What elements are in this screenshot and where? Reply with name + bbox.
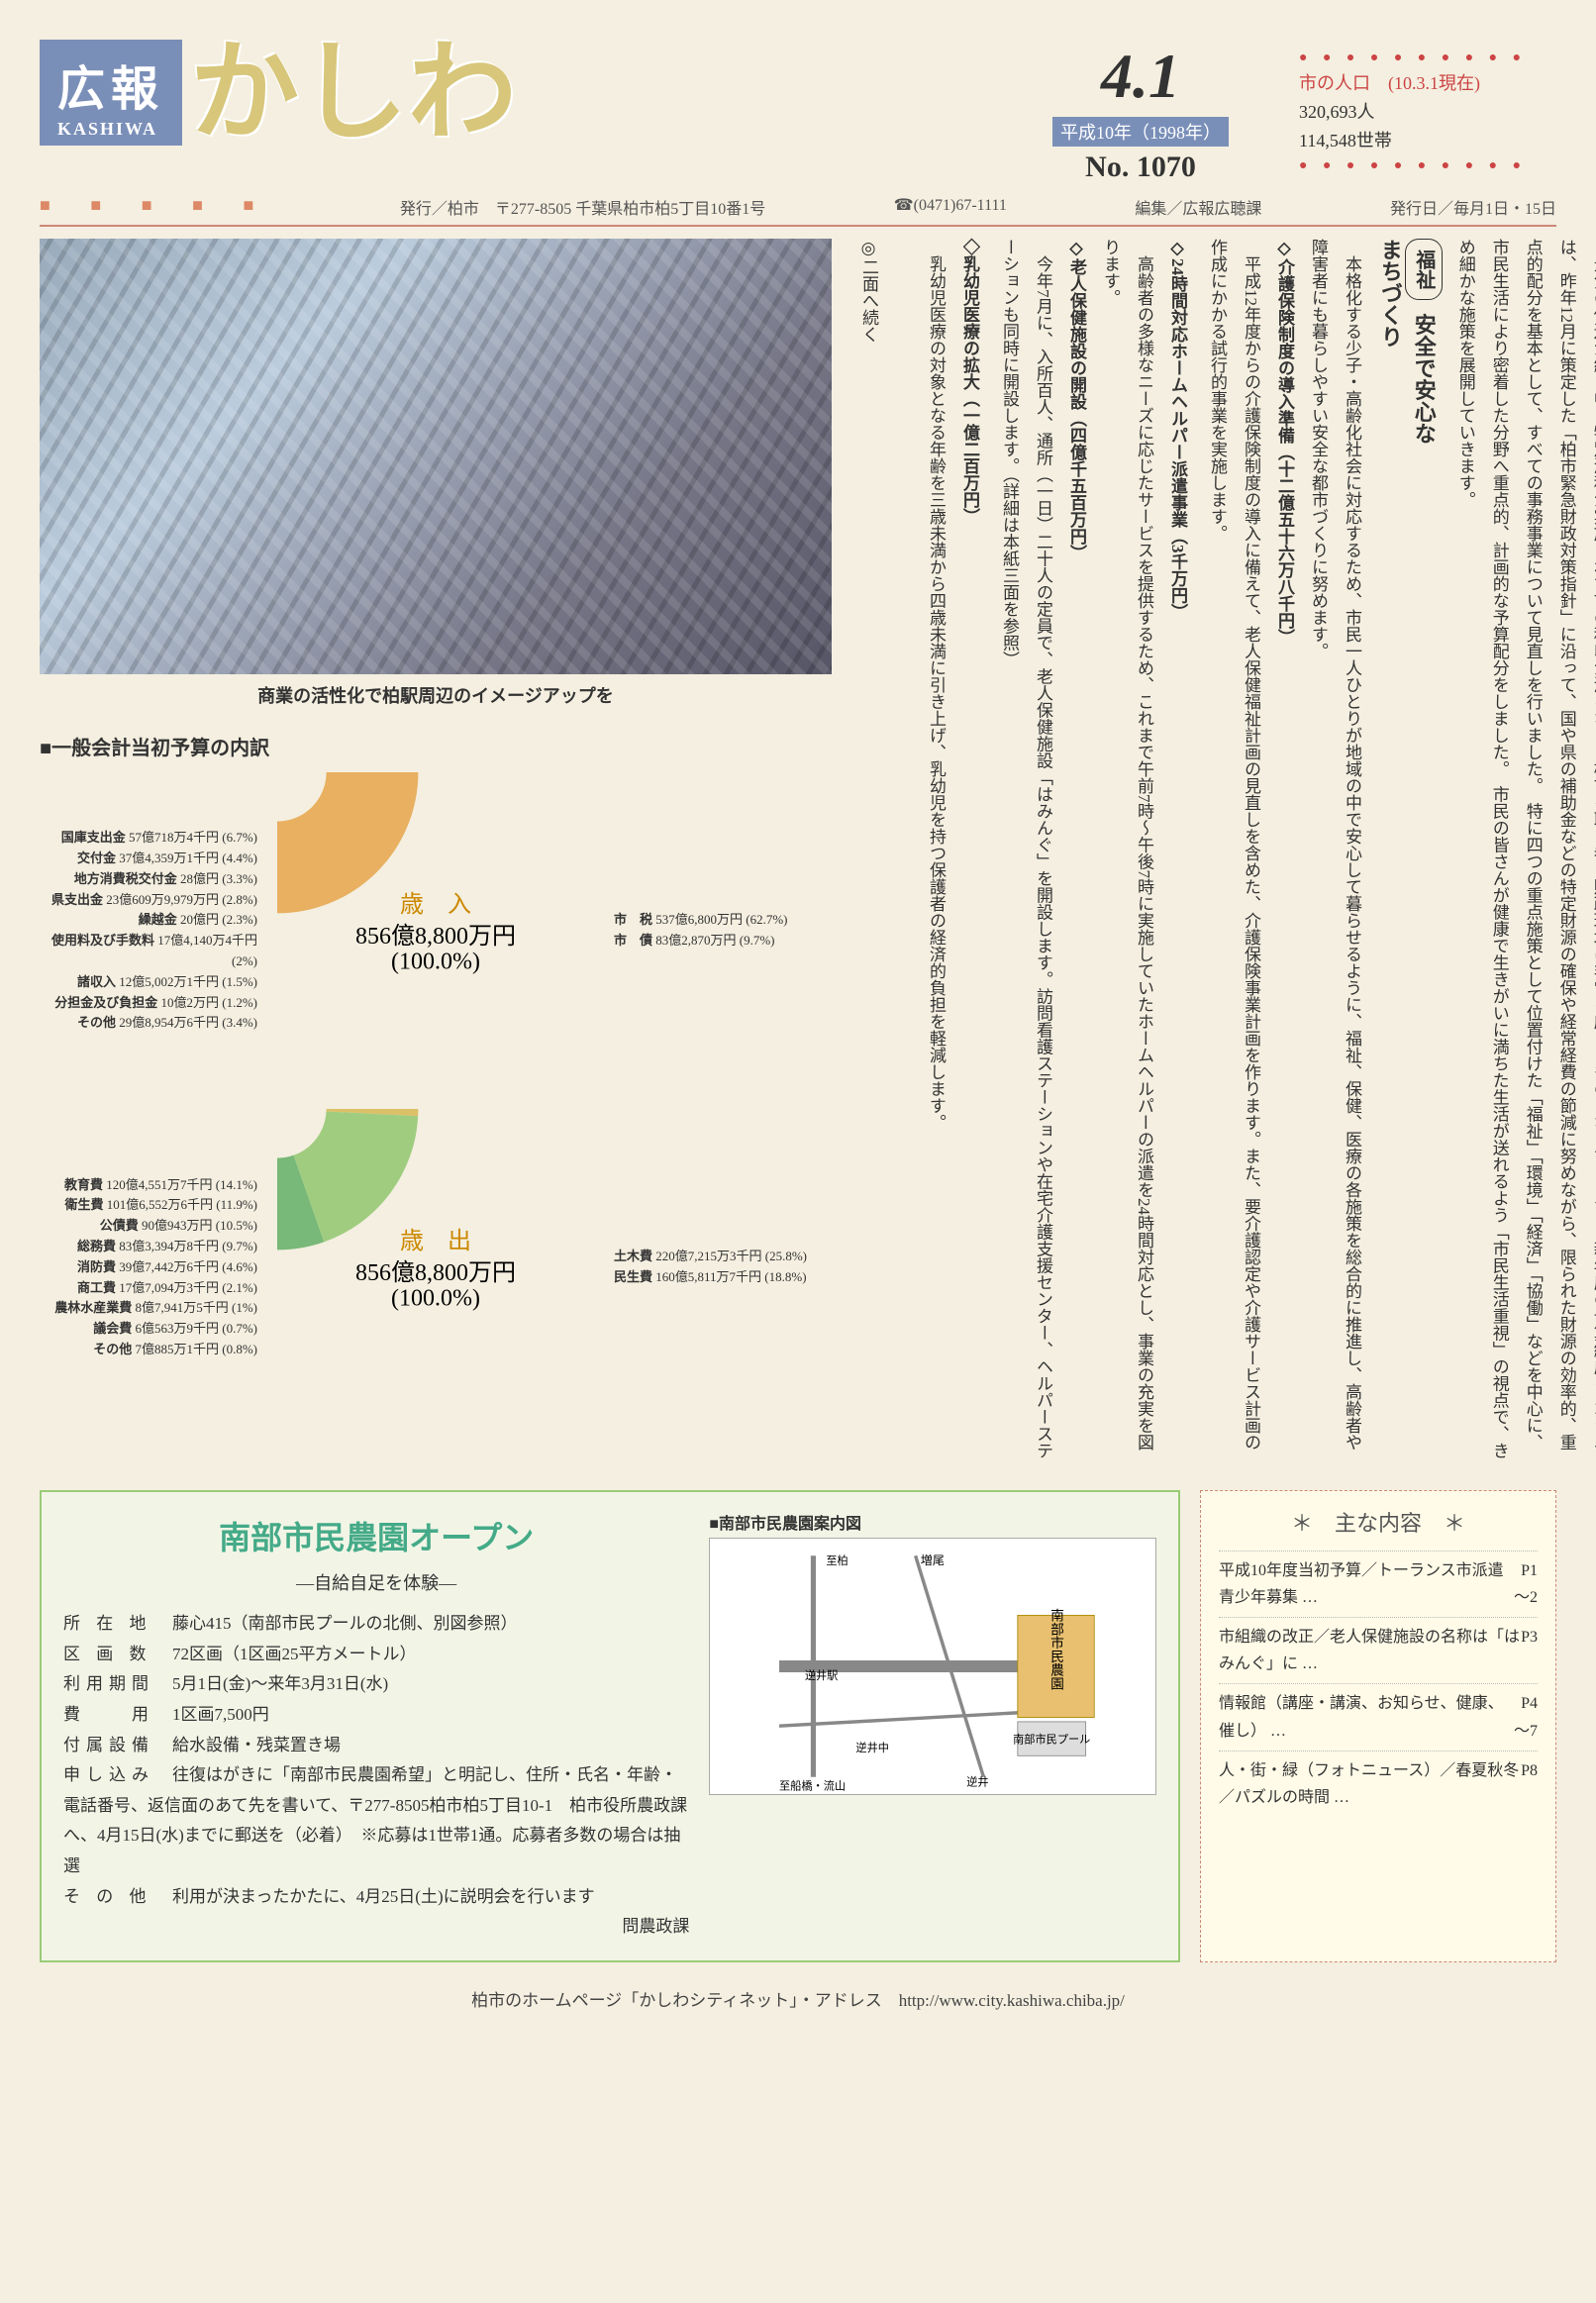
contents-row: 人・街・緑（フォトニュース）／春夏秋冬／パズルの時間 …P8 — [1219, 1751, 1538, 1817]
farm-map: 南部市民農園 南部市民プール 増尾 至柏 逆井駅 逆井中 至船橋・流山 逆井 — [709, 1538, 1156, 1795]
contents-row: 情報館（講座・講演、お知らせ、健康、催し） …P4 ～7 — [1219, 1683, 1538, 1750]
pie-in-amount: 856億8,800万円 — [355, 923, 516, 950]
pie-label: 市 債 83億2,870万円 (9.7%) — [614, 931, 832, 951]
contents-row: 平成10年度当初予算／トーランス市派遣青少年募集 …P1 ～2 — [1219, 1551, 1538, 1617]
pie-label: その他 7億885万1千円 (0.8%) — [40, 1340, 257, 1360]
article-body-4: ◇乳幼児医療の拡大（一億二百万円） 乳幼児医療の対象となる年齢を三歳未満から四歳… — [851, 239, 986, 1466]
pie-label: 議会費 6億563万9千円 (0.7%) — [40, 1319, 257, 1340]
article-body-3: ◇24時間対応ホームヘルパー派遣事業（3千万円） 高齢者の多様なニーズに応じたサ… — [992, 239, 1194, 1466]
pie-label: 県支出金 23億609万9,979万円 (2.8%) — [40, 890, 257, 911]
pie-label: 消防費 39億7,442万6千円 (4.6%) — [40, 1257, 257, 1278]
koho-box: 広報 KASHIWA — [40, 40, 182, 146]
contents-box: ＊ 主な内容 ＊ 平成10年度当初予算／トーランス市派遣青少年募集 …P1 ～2… — [1200, 1490, 1556, 1962]
pie-out-title: 歳 出 — [400, 1228, 471, 1254]
pie-label: 国庫支出金 57億718万4千円 (6.7%) — [40, 828, 257, 849]
pie-label: 地方消費税交付金 28億円 (3.3%) — [40, 869, 257, 890]
farm-sub: ―自給自足を体験― — [63, 1567, 689, 1599]
population-box: ● ● ● ● ● ● ● ● ● ● 市の人口 (10.3.1現在) 320,… — [1299, 40, 1556, 185]
svg-text:増尾: 増尾 — [921, 1553, 945, 1567]
farm-map-title: ■南部市民農園案内図 — [709, 1510, 1156, 1534]
pie-label: 分担金及び負担金 10億2万円 (1.2%) — [40, 993, 257, 1014]
pie-label: 商工費 17億7,094万3千円 (2.1%) — [40, 1278, 257, 1299]
svg-text:逆井中: 逆井中 — [856, 1741, 890, 1754]
pie-label: 繰越金 20億円 (2.3%) — [40, 910, 257, 931]
koho-kanji: 広報 — [57, 50, 164, 119]
population-people: 320,693人 — [1299, 98, 1556, 127]
contents-title: ＊ 主な内容 ＊ — [1219, 1505, 1538, 1542]
svg-text:至柏: 至柏 — [827, 1553, 848, 1567]
revenue-pie: 歳 入 856億8,800万円 (100.0%) — [277, 772, 594, 1089]
pie-label: 教育費 120億4,551万7千円 (14.1%) — [40, 1175, 257, 1196]
svg-text:南部市民農園: 南部市民農園 — [1048, 1609, 1064, 1691]
svg-text:南部市民プール: 南部市民プール — [1013, 1733, 1090, 1747]
issue-number: No. 1070 — [1032, 150, 1249, 184]
pie-out-amount: 856億8,800万円 — [355, 1259, 516, 1286]
pie-label: 農林水産業費 8億7,941万5千円 (1%) — [40, 1298, 257, 1319]
issue-date: 4.1 — [1032, 40, 1249, 113]
pie-in-pct: (100.0%) — [391, 950, 480, 975]
pie-label: 総務費 83億3,394万8千円 (9.7%) — [40, 1237, 257, 1257]
svg-text:逆井: 逆井 — [967, 1775, 989, 1789]
aerial-photo — [40, 239, 832, 674]
issue-box: 4.1 平成10年（1998年） No. 1070 — [1032, 40, 1249, 184]
pie-label: 市 税 537億6,800万円 (62.7%) — [614, 910, 832, 931]
aerial-caption: 商業の活性化で柏駅周辺のイメージアップを — [40, 674, 832, 726]
title-script: かしわ — [190, 50, 517, 137]
article-body-2: 本格化する少子・高齢化社会に対応するため、市民一人ひとりが地域の中で安心して暮ら… — [1200, 239, 1368, 1466]
pie-label: 使用料及び手数料 17億4,140万4千円 (2%) — [40, 931, 257, 972]
population-households: 114,548世帯 — [1299, 127, 1556, 155]
pie-label: 土木費 220億7,215万3千円 (25.8%) — [614, 1247, 832, 1267]
pie-section-title: ■一般会計当初予算の内訳 — [40, 726, 832, 772]
pie-out-pct: (100.0%) — [391, 1286, 480, 1312]
pie-label: 公債費 90億943万円 (10.5%) — [40, 1216, 257, 1237]
farm-title: 南部市民農園オープン — [63, 1510, 689, 1567]
publisher: 発行／柏市 〒277-8505 千葉県柏市柏5丁目10番1号 — [400, 195, 765, 219]
contents-row: 市組織の改正／老人保健施設の名称は「はみんぐ」に …P3 — [1219, 1617, 1538, 1683]
pie-label: 交付金 37億4,359万1千円 (4.4%) — [40, 849, 257, 869]
footer-url: 柏市のホームページ「かしわシティネット」・アドレス http://www.cit… — [40, 1962, 1556, 2011]
article-body-1: 景気の低迷が続く中、特別減税が実施されて市の税収が減るなど、柏市を取り巻く財政環… — [1448, 239, 1596, 1466]
farm-box: 南部市民農園オープン ―自給自足を体験― 所 在 地藤心415（南部市民プールの… — [40, 1490, 1180, 1962]
revenue-pie-block: 国庫支出金 57億718万4千円 (6.7%)交付金 37億4,359万1千円 … — [40, 772, 832, 1089]
publisher-line: ■ ■ ■ ■ ■ 発行／柏市 〒277-8505 千葉県柏市柏5丁目10番1号… — [40, 185, 1556, 227]
welfare-heading: 福祉 安全で安心な まちづくり — [1374, 239, 1443, 1466]
population-asof: 市の人口 (10.3.1現在) — [1299, 69, 1556, 98]
expenditure-pie-block: 教育費 120億4,551万7千円 (14.1%)衛生費 101億6,552万6… — [40, 1109, 832, 1426]
publisher-editor: 編集／広報広聴課 — [1135, 195, 1261, 219]
svg-text:至船橋・流山: 至船橋・流山 — [779, 1779, 846, 1793]
publisher-tel: ☎(0471)67-1111 — [894, 195, 1007, 219]
pie-in-title: 歳 入 — [400, 891, 471, 918]
pie-label: 民生費 160億5,811万7千円 (18.8%) — [614, 1267, 832, 1288]
issue-year: 平成10年（1998年） — [1052, 117, 1229, 147]
koho-roman: KASHIWA — [57, 119, 164, 140]
publisher-schedule: 発行日／毎月1日・15日 — [1390, 195, 1556, 219]
pie-label: 諸収入 12億5,002万1千円 (1.5%) — [40, 972, 257, 993]
expenditure-pie: 歳 出 856億8,800万円 (100.0%) — [277, 1109, 594, 1426]
pie-label: その他 29億8,954万6千円 (3.4%) — [40, 1013, 257, 1034]
svg-text:逆井駅: 逆井駅 — [805, 1668, 839, 1682]
masthead: 広報 KASHIWA かしわ 4.1 平成10年（1998年） No. 1070… — [40, 40, 1556, 185]
pie-label: 衛生費 101億6,552万6千円 (11.9%) — [40, 1195, 257, 1216]
